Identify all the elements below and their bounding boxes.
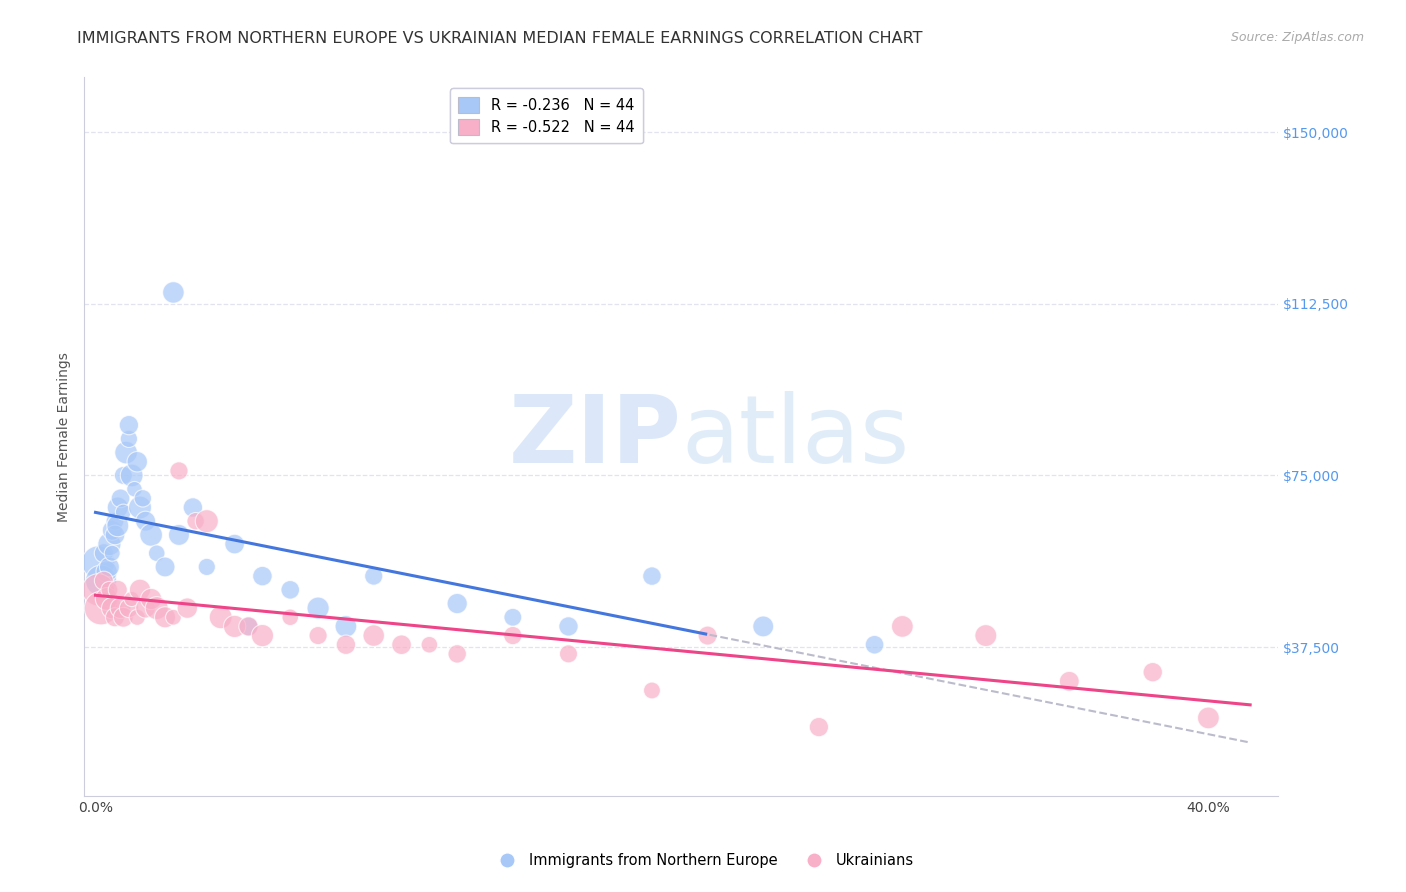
Point: [112, 610, 135, 624]
Point: [696, 629, 718, 643]
Point: [132, 491, 155, 506]
Point: [752, 619, 775, 633]
Point: [1059, 674, 1081, 689]
Point: [446, 597, 468, 611]
Point: [195, 514, 218, 528]
Point: [90, 574, 112, 588]
Point: [224, 537, 246, 551]
Point: [104, 528, 127, 542]
Y-axis label: Median Female Earnings: Median Female Earnings: [58, 351, 72, 522]
Point: [87, 555, 110, 569]
Point: [557, 647, 579, 661]
Point: [98, 560, 121, 574]
Point: [96, 565, 118, 579]
Point: [167, 528, 190, 542]
Point: [112, 468, 135, 483]
Point: [209, 610, 232, 624]
Point: [110, 601, 132, 615]
Point: [98, 582, 121, 597]
Point: [167, 464, 190, 478]
Point: [127, 610, 149, 624]
Point: [153, 560, 176, 574]
Point: [141, 592, 163, 607]
Text: ZIP: ZIP: [509, 391, 681, 483]
Point: [121, 468, 143, 483]
Point: [87, 582, 110, 597]
Point: [104, 514, 127, 528]
Text: Source: ZipAtlas.com: Source: ZipAtlas.com: [1230, 31, 1364, 45]
Point: [121, 592, 143, 607]
Point: [93, 574, 115, 588]
Point: [418, 638, 440, 652]
Point: [135, 514, 157, 528]
Point: [641, 683, 664, 698]
Point: [162, 610, 184, 624]
Point: [98, 537, 121, 551]
Point: [127, 455, 149, 469]
Point: [110, 491, 132, 506]
Point: [184, 514, 207, 528]
Point: [96, 592, 118, 607]
Point: [93, 546, 115, 560]
Point: [107, 500, 129, 515]
Point: [446, 647, 468, 661]
Point: [335, 638, 357, 652]
Point: [974, 629, 997, 643]
Point: [641, 569, 664, 583]
Text: IMMIGRANTS FROM NORTHERN EUROPE VS UKRAINIAN MEDIAN FEMALE EARNINGS CORRELATION : IMMIGRANTS FROM NORTHERN EUROPE VS UKRAI…: [77, 31, 922, 46]
Point: [145, 546, 167, 560]
Point: [502, 629, 524, 643]
Point: [101, 601, 124, 615]
Point: [363, 569, 385, 583]
Point: [278, 582, 301, 597]
Point: [891, 619, 914, 633]
Legend: R = -0.236   N = 44, R = -0.522   N = 44: R = -0.236 N = 44, R = -0.522 N = 44: [450, 88, 643, 144]
Point: [153, 610, 176, 624]
Point: [307, 629, 329, 643]
Point: [107, 518, 129, 533]
Point: [118, 601, 141, 615]
Point: [118, 418, 141, 433]
Point: [112, 505, 135, 519]
Point: [124, 482, 146, 496]
Point: [129, 582, 152, 597]
Point: [181, 500, 204, 515]
Text: atlas: atlas: [681, 391, 910, 483]
Point: [195, 560, 218, 574]
Point: [557, 619, 579, 633]
Point: [162, 285, 184, 300]
Point: [118, 432, 141, 446]
Point: [807, 720, 830, 734]
Point: [224, 619, 246, 633]
Point: [238, 619, 260, 633]
Point: [1142, 665, 1164, 680]
Point: [502, 610, 524, 624]
Point: [252, 569, 274, 583]
Point: [335, 619, 357, 633]
Point: [101, 524, 124, 538]
Point: [90, 601, 112, 615]
Point: [391, 638, 413, 652]
Point: [145, 601, 167, 615]
Point: [278, 610, 301, 624]
Legend: Immigrants from Northern Europe, Ukrainians: Immigrants from Northern Europe, Ukraini…: [486, 847, 920, 874]
Point: [107, 582, 129, 597]
Point: [863, 638, 886, 652]
Point: [238, 619, 260, 633]
Point: [135, 601, 157, 615]
Point: [101, 546, 124, 560]
Point: [115, 445, 138, 459]
Point: [1197, 711, 1219, 725]
Point: [176, 601, 198, 615]
Point: [129, 500, 152, 515]
Point: [307, 601, 329, 615]
Point: [141, 528, 163, 542]
Point: [363, 629, 385, 643]
Point: [252, 629, 274, 643]
Point: [104, 610, 127, 624]
